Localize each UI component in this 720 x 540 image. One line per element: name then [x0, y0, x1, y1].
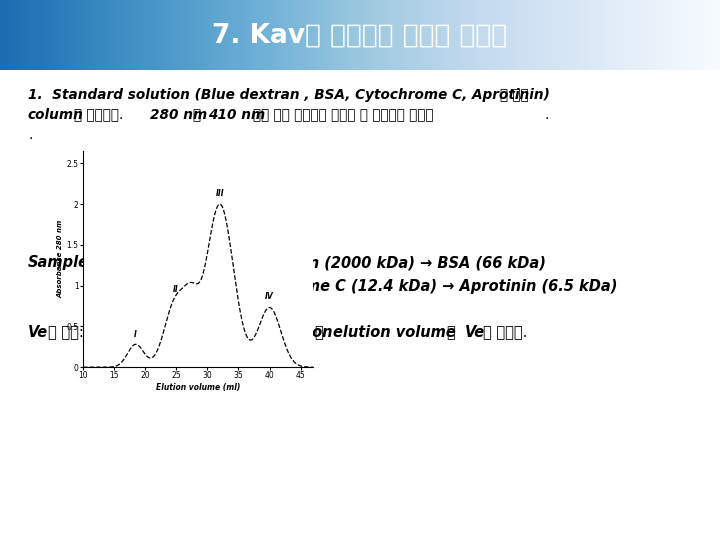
- Text: peak: peak: [170, 325, 210, 340]
- Text: 이 나오는 순서 :: 이 나오는 순서 :: [93, 255, 174, 270]
- Text: 을 먼저: 을 먼저: [500, 88, 528, 102]
- Text: Ve: Ve: [465, 325, 485, 340]
- X-axis label: Elution volume (ml): Elution volume (ml): [156, 383, 240, 392]
- Text: 1.  Standard solution (Blue dextran , BSA, Cytochrome C, Aprotinin): 1. Standard solution (Blue dextran , BSA…: [28, 88, 550, 102]
- Text: 을: 을: [447, 325, 460, 340]
- Text: II: II: [174, 285, 179, 294]
- Text: 로 정한다.: 로 정한다.: [483, 325, 527, 340]
- Text: 와: 와: [193, 108, 205, 122]
- Text: 280 nm: 280 nm: [150, 108, 207, 122]
- Text: blue dextran (2000 kDa) → BSA (66 kDa): blue dextran (2000 kDa) → BSA (66 kDa): [214, 255, 546, 270]
- Text: 에서 각각 흡광도를 측정한 뒤 그래프를 그린다: 에서 각각 흡광도를 측정한 뒤 그래프를 그린다: [253, 108, 433, 122]
- Y-axis label: Absorbance 280 nm: Absorbance 280 nm: [58, 220, 64, 298]
- Text: 을 이루는: 을 이루는: [204, 325, 248, 340]
- Text: 에서: 에서: [143, 325, 165, 340]
- Text: 의 결정:: 의 결정:: [48, 325, 89, 340]
- Text: 410 nm: 410 nm: [208, 108, 265, 122]
- Text: column: column: [28, 108, 84, 122]
- Text: I: I: [135, 330, 138, 340]
- Text: .: .: [28, 128, 32, 142]
- Text: elution volume: elution volume: [333, 325, 456, 340]
- Text: fraction: fraction: [268, 325, 333, 340]
- Text: III: III: [215, 188, 224, 198]
- Text: Ve: Ve: [28, 325, 48, 340]
- Text: 의: 의: [315, 325, 328, 340]
- Text: Sample: Sample: [28, 255, 89, 270]
- Text: graph: graph: [106, 325, 155, 340]
- Text: IV: IV: [265, 292, 274, 301]
- Text: .: .: [545, 108, 549, 122]
- Text: 7. Kav를 이용하여 분자량 구하기: 7. Kav를 이용하여 분자량 구하기: [212, 22, 508, 48]
- Text: 에 걸어준다.: 에 걸어준다.: [74, 108, 127, 122]
- Text: → Cytochrome C (12.4 kDa) → Aprotinin (6.5 kDa): → Cytochrome C (12.4 kDa) → Aprotinin (6…: [214, 279, 617, 294]
